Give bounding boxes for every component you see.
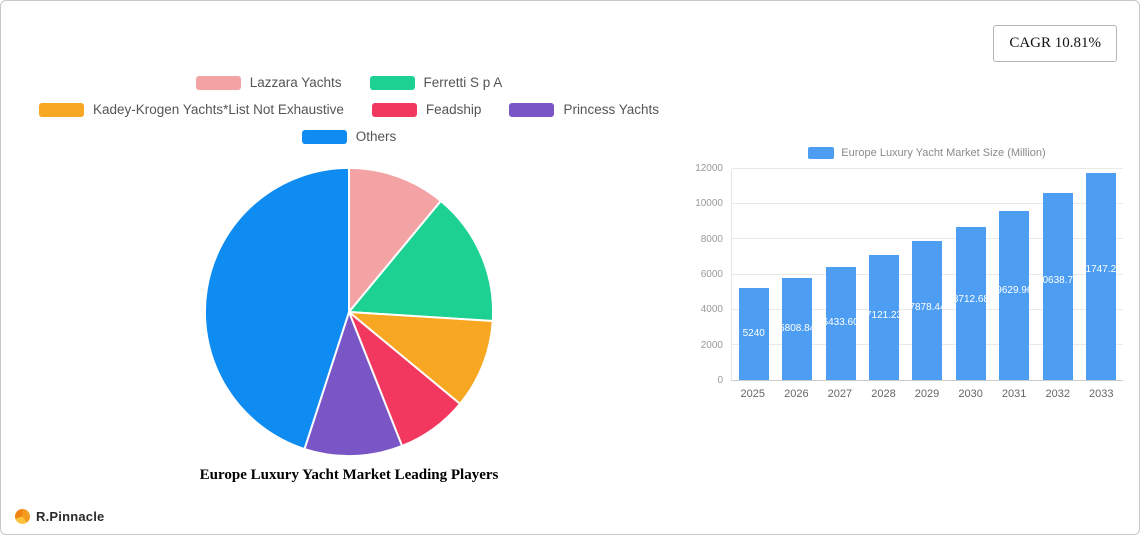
x-tick-label: 2031 bbox=[1001, 388, 1027, 400]
bar-slot: 8712.68 bbox=[949, 169, 992, 380]
pie-slice-2 bbox=[346, 310, 494, 406]
pie-legend: Lazzara Yachts Ferretti S p A Kadey-Krogen… bbox=[39, 75, 659, 144]
legend-item-2[interactable]: Kadey-Krogen Yachts*List Not Exhaustive bbox=[39, 102, 344, 117]
x-tick-label: 2029 bbox=[914, 388, 940, 400]
legend-label: Ferretti S p A bbox=[423, 75, 503, 90]
bar-2028: 7121.23 bbox=[869, 254, 900, 380]
bar-value-label: 10638.75 bbox=[1042, 275, 1073, 287]
x-axis: 2025 2026 2027 2028 2029 2030 2031 2032 2033 bbox=[731, 388, 1123, 400]
bar-slot: 5240 bbox=[732, 169, 775, 380]
legend-item-5[interactable]: Others bbox=[301, 129, 397, 144]
plot-area: 5240 5808.84 6433.60 7121.23 7878.44 8712.68 9… bbox=[731, 168, 1123, 381]
y-tick-label: 4000 bbox=[700, 304, 723, 316]
y-tick-label: 10000 bbox=[695, 198, 723, 210]
x-tick-label: 2028 bbox=[871, 388, 896, 400]
y-tick-label: 0 bbox=[717, 375, 723, 386]
legend-swatch bbox=[195, 75, 241, 90]
bar-value-label: 5808.84 bbox=[782, 322, 812, 334]
gridline bbox=[732, 203, 1123, 205]
y-axis: 0 2000 4000 6000 8000 10000 12000 bbox=[693, 164, 731, 386]
bar-legend-label: Europe Luxury Yacht Market Size (Million… bbox=[841, 147, 1046, 159]
legend-label: Princess Yachts bbox=[563, 102, 659, 117]
bar-slot: 7878.44 bbox=[906, 169, 949, 380]
bar-slot: 10638.75 bbox=[1036, 169, 1079, 380]
legend-item-4[interactable]: Princess Yachts bbox=[509, 102, 659, 117]
bar-value-label: 11747.25 bbox=[1086, 264, 1117, 276]
bar-2033: 11747.25 bbox=[1086, 173, 1117, 380]
cagr-badge: CAGR 10.81% bbox=[993, 25, 1117, 62]
x-tick-label: 2032 bbox=[1045, 388, 1070, 400]
pie-slice-4 bbox=[303, 309, 404, 457]
gridline bbox=[732, 168, 1123, 169]
bar-value-label: 8712.68 bbox=[956, 294, 986, 306]
bar-value-label: 6433.60 bbox=[826, 316, 856, 328]
bar-2032: 10638.75 bbox=[1042, 192, 1073, 380]
bar-slot: 6433.60 bbox=[819, 169, 862, 380]
bar-2029: 7878.44 bbox=[912, 241, 943, 380]
bar-slot: 11747.25 bbox=[1080, 169, 1123, 380]
pie-chart bbox=[203, 166, 495, 457]
bar-slot: 9629.96 bbox=[993, 169, 1036, 380]
bar-legend-swatch bbox=[808, 147, 835, 159]
y-tick-label: 6000 bbox=[700, 269, 723, 280]
bar-2026: 5808.84 bbox=[782, 277, 813, 380]
legend-swatch bbox=[369, 75, 415, 90]
bar-value-label: 9629.96 bbox=[999, 285, 1029, 297]
legend-label: Feadship bbox=[425, 102, 482, 117]
bar-value-label: 5240 bbox=[742, 328, 765, 340]
bar-slot: 5808.84 bbox=[775, 169, 818, 380]
y-tick-label: 8000 bbox=[700, 233, 723, 245]
bars: 5240 5808.84 6433.60 7121.23 7878.44 8712.68 9… bbox=[732, 169, 1123, 380]
pie-title: Europe Luxury Yacht Market Leading Playe… bbox=[199, 467, 499, 483]
bar-2027: 6433.60 bbox=[825, 266, 856, 380]
pie-slice-1 bbox=[347, 199, 495, 323]
bar-2030: 8712.68 bbox=[955, 226, 986, 380]
x-tick-label: 2026 bbox=[784, 388, 809, 400]
bar-2025: 5240 bbox=[738, 287, 769, 380]
logo-text: R.Pinnacle bbox=[36, 509, 105, 524]
legend-swatch bbox=[301, 129, 347, 144]
y-tick-label: 2000 bbox=[700, 339, 723, 351]
legend-swatch bbox=[39, 102, 84, 117]
logo-icon bbox=[15, 509, 30, 524]
y-tick-label: 12000 bbox=[695, 163, 723, 174]
legend-swatch bbox=[509, 102, 555, 117]
brand-logo: R.Pinnacle bbox=[15, 509, 104, 524]
legend-swatch bbox=[371, 102, 417, 117]
x-tick-label: 2030 bbox=[958, 388, 983, 400]
pie-slice-5 bbox=[203, 166, 350, 451]
legend-label: Kadey-Krogen Yachts*List Not Exhaustive bbox=[93, 102, 344, 117]
gridline bbox=[732, 238, 1123, 240]
pie-slice-0 bbox=[348, 166, 443, 315]
bar-chart: Europe Luxury Yacht Market Size (Million… bbox=[693, 147, 1123, 400]
x-tick-label: 2025 bbox=[740, 388, 766, 400]
bar-2031: 9629.96 bbox=[999, 210, 1030, 380]
bar-value-label: 7878.44 bbox=[912, 302, 942, 314]
legend-item-1[interactable]: Ferretti S p A bbox=[369, 75, 503, 90]
bar-slot: 7121.23 bbox=[862, 169, 905, 380]
legend-label: Others bbox=[355, 129, 397, 144]
legend-label: Lazzara Yachts bbox=[249, 75, 342, 90]
legend-item-0[interactable]: Lazzara Yachts bbox=[195, 75, 342, 90]
bar-legend[interactable]: Europe Luxury Yacht Market Size (Million… bbox=[731, 147, 1123, 159]
bar-value-label: 7121.23 bbox=[869, 309, 899, 321]
legend-item-3[interactable]: Feadship bbox=[371, 102, 482, 117]
x-tick-label: 2027 bbox=[827, 388, 853, 400]
x-tick-label: 2033 bbox=[1089, 388, 1114, 400]
